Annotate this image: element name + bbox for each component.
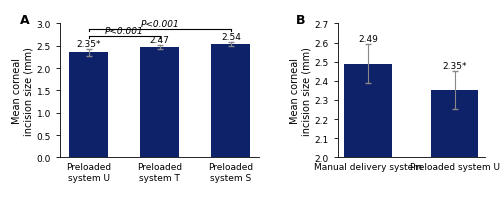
Bar xyxy=(344,64,392,202)
Text: 2.47: 2.47 xyxy=(150,36,170,45)
Text: P<0.001: P<0.001 xyxy=(140,20,179,29)
Text: A: A xyxy=(20,14,30,26)
Text: 2.54: 2.54 xyxy=(221,33,241,42)
Y-axis label: Mean corneal
incision size (mm): Mean corneal incision size (mm) xyxy=(290,47,312,135)
Text: P<0.001: P<0.001 xyxy=(105,27,144,36)
Text: B: B xyxy=(296,14,306,26)
Bar xyxy=(212,45,250,158)
Text: 2.35*: 2.35* xyxy=(76,40,101,49)
Bar xyxy=(430,91,478,202)
Y-axis label: Mean corneal
incision size (mm): Mean corneal incision size (mm) xyxy=(12,47,34,135)
Text: 2.35*: 2.35* xyxy=(442,62,467,71)
Bar xyxy=(69,53,108,158)
Bar xyxy=(140,48,179,158)
Text: 2.49: 2.49 xyxy=(358,35,378,44)
